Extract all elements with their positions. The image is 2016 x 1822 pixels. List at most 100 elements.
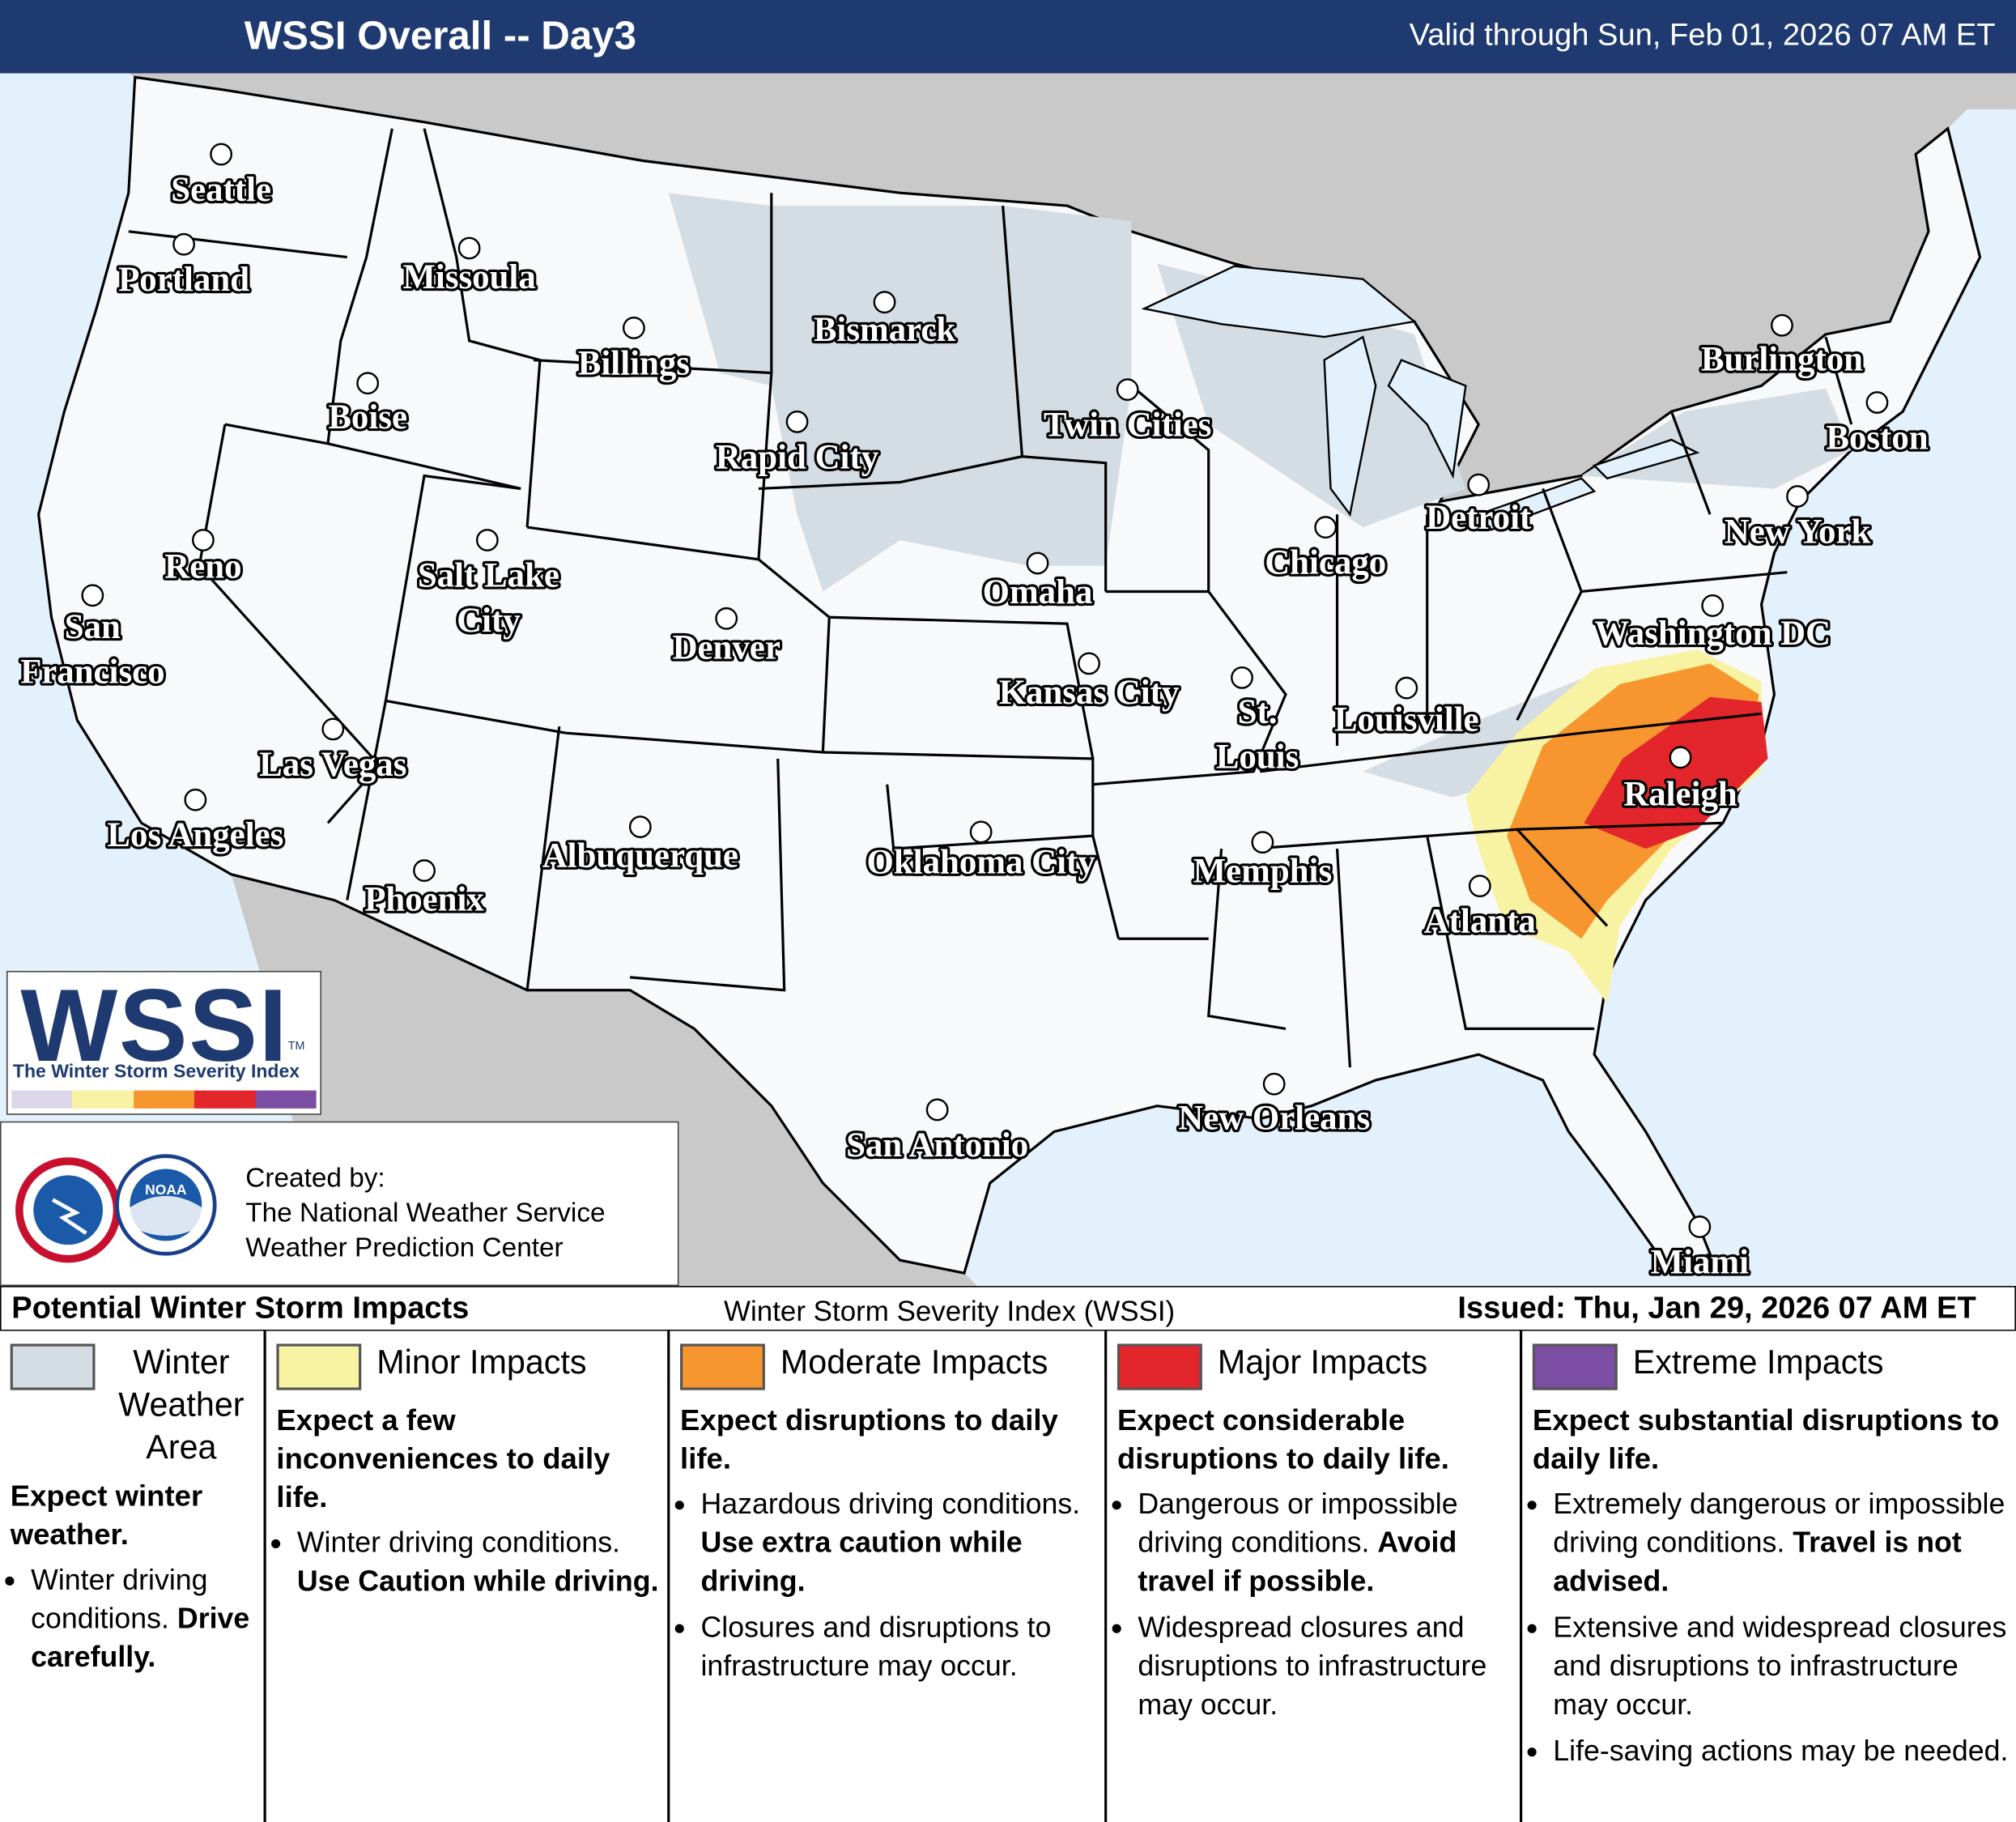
legend-title: Potential Winter Storm Impacts: [11, 1291, 470, 1326]
city-dot: [622, 317, 645, 339]
city-dot: [192, 529, 215, 551]
city-dot: [172, 232, 195, 256]
bullet-text: Life-saving actions may be needed.: [1553, 1735, 2009, 1767]
credit-line: Weather Prediction Center: [245, 1232, 564, 1263]
legend-bullet: Life-saving actions may be needed.: [1553, 1732, 2008, 1771]
legend-bullet: Extremely dangerous or impossible drivin…: [1553, 1485, 2008, 1601]
city-dot: [475, 529, 499, 551]
bullet-text: Extremely dangerous or impossible drivin…: [1553, 1488, 2005, 1559]
city-dot: [184, 788, 207, 811]
city-label: Chicago: [1265, 544, 1386, 582]
city-label: Denver: [673, 628, 780, 666]
legend-column-head: Minor Impacts: [276, 1341, 659, 1393]
bullet-text: Extensive and widespread closures and di…: [1553, 1611, 2007, 1721]
city-label: Boise: [328, 398, 407, 436]
legend-column: Extreme Impacts Expect substantial disrup…: [1522, 1331, 2016, 1822]
city-dot: [1026, 551, 1049, 575]
legend: Winter Weather Area Expect winter weather…: [0, 1330, 2016, 1822]
legend-column-head: Winter Weather Area: [10, 1341, 256, 1468]
bullet-emphasis: Travel is not advised.: [1553, 1526, 1962, 1598]
bullet-emphasis: Avoid travel if possible.: [1138, 1526, 1457, 1598]
city-dot: [321, 717, 345, 741]
legend-label: Extreme Impacts: [1632, 1342, 1884, 1381]
city-label: Portland: [118, 261, 249, 299]
header-bar: WSSI Overall -- Day3 Valid through Sun, …: [0, 0, 2016, 74]
legend-column-head: Moderate Impacts: [680, 1341, 1097, 1393]
logo-bar-segment: [255, 1090, 317, 1109]
bullet-emphasis: Use Caution while driving.: [296, 1564, 659, 1598]
canada: [128, 73, 2016, 502]
city-dot: [873, 291, 896, 314]
logo-name: WSSI: [20, 968, 289, 1083]
city-label: Detroit: [1426, 499, 1532, 537]
city-label: San Francisco: [20, 608, 165, 692]
logo-trademark: TM: [287, 1039, 305, 1052]
bullet-text: Closures and disruptions to infrastructu…: [700, 1611, 1052, 1683]
legend-summary: Expect considerable disruptions to daily…: [1116, 1403, 1449, 1475]
city-label: Missoula: [402, 258, 535, 296]
city-layer: Seattle Portland Missoula Billings Bismarck B…: [18, 143, 1931, 1284]
map: Seattle Portland Missoula Billings Bismarck B…: [0, 73, 2016, 1287]
bullet-emphasis: Drive carefully.: [31, 1602, 250, 1673]
legend-bullet: Winter driving conditions. Use Caution w…: [297, 1524, 660, 1601]
legend-label: Winter Weather Area: [118, 1342, 245, 1467]
logo-bar-segment: [194, 1090, 256, 1109]
legend-column: Moderate Impacts Expect disruptions to da…: [670, 1330, 1108, 1822]
valid-time: Valid through Sun, Feb 01, 2026 07 AM ET: [1409, 18, 1996, 53]
city-dot: [1688, 1215, 1712, 1238]
noaa-text: NOAA: [145, 1181, 187, 1198]
legend-swatch: [276, 1343, 362, 1390]
city-label: San Antonio: [846, 1126, 1028, 1164]
legend-header: Potential Winter Storm Impacts Winter St…: [0, 1286, 2016, 1331]
city-label: Miami: [1651, 1243, 1749, 1281]
nws-bolt: [51, 1198, 87, 1235]
city-dot: [1786, 485, 1809, 508]
city-dot: [785, 410, 809, 433]
city-dot: [457, 236, 481, 260]
legend-index: Winter Storm Severity Index (WSSI): [724, 1295, 1176, 1327]
city-dot: [1468, 875, 1491, 898]
city-dot: [715, 607, 738, 630]
city-label: Burlington: [1701, 341, 1863, 379]
city-label: Twin Cities: [1044, 407, 1212, 445]
legend-summary: Expect substantial disruptions to daily …: [1532, 1403, 2000, 1475]
city-label: Albuquerque: [542, 837, 738, 875]
bullet-text: Widespread closures and disruptions to i…: [1138, 1611, 1487, 1721]
city-label: St. Louis: [1216, 693, 1299, 777]
city-dot: [1771, 313, 1793, 337]
legend-summary: Expect winter weather.: [10, 1479, 203, 1552]
city-dot: [1669, 746, 1692, 769]
credit-lines: Created by: The National Weather Service W…: [245, 1161, 605, 1266]
agency-logos: NOAA: [15, 1154, 217, 1263]
credits-box: NOAA Created by: The National Weather Ser…: [0, 1121, 679, 1286]
legend-bullets: Winter driving conditions. Use Caution w…: [276, 1524, 659, 1601]
legend-bullet: Closures and disruptions to infrastructu…: [700, 1609, 1096, 1686]
city-label: Seattle: [171, 171, 271, 209]
city-dot: [1251, 831, 1274, 854]
bullet-text: Dangerous or impossible driving conditio…: [1138, 1488, 1458, 1559]
city-dot: [969, 820, 993, 844]
legend-swatch: [1532, 1343, 1618, 1390]
legend-column-head: Extreme Impacts: [1532, 1341, 2009, 1393]
bullet-text: Hazardous driving conditions.: [700, 1488, 1081, 1521]
city-label: Billings: [578, 344, 690, 382]
state-borders: [128, 128, 1853, 1068]
credit-line: The National Weather Service: [245, 1198, 606, 1228]
legend-summary: Expect disruptions to daily life.: [680, 1403, 1058, 1475]
legend-column: Major Impacts Expect considerable disrupt…: [1107, 1330, 1523, 1822]
city-label: Bismarck: [814, 311, 956, 349]
city-label: Louisville: [1334, 700, 1479, 739]
city-label: Kansas City: [999, 674, 1180, 712]
legend-column: Minor Impacts Expect a few inconveniences…: [266, 1330, 670, 1822]
legend-label: Moderate Impacts: [780, 1342, 1048, 1381]
city-label: Washington DC: [1594, 615, 1831, 653]
city-dot: [356, 372, 380, 395]
city-dot: [210, 143, 233, 166]
legend-summary: Expect a few inconveniences to daily lif…: [276, 1403, 610, 1514]
city-label: Los Angeles: [107, 816, 283, 854]
city-label: Boston: [1826, 419, 1928, 458]
legend-bullets: Dangerous or impossible driving conditio…: [1117, 1485, 1512, 1724]
legend-swatch: [680, 1343, 765, 1390]
city-label: Las Vegas: [259, 746, 406, 784]
